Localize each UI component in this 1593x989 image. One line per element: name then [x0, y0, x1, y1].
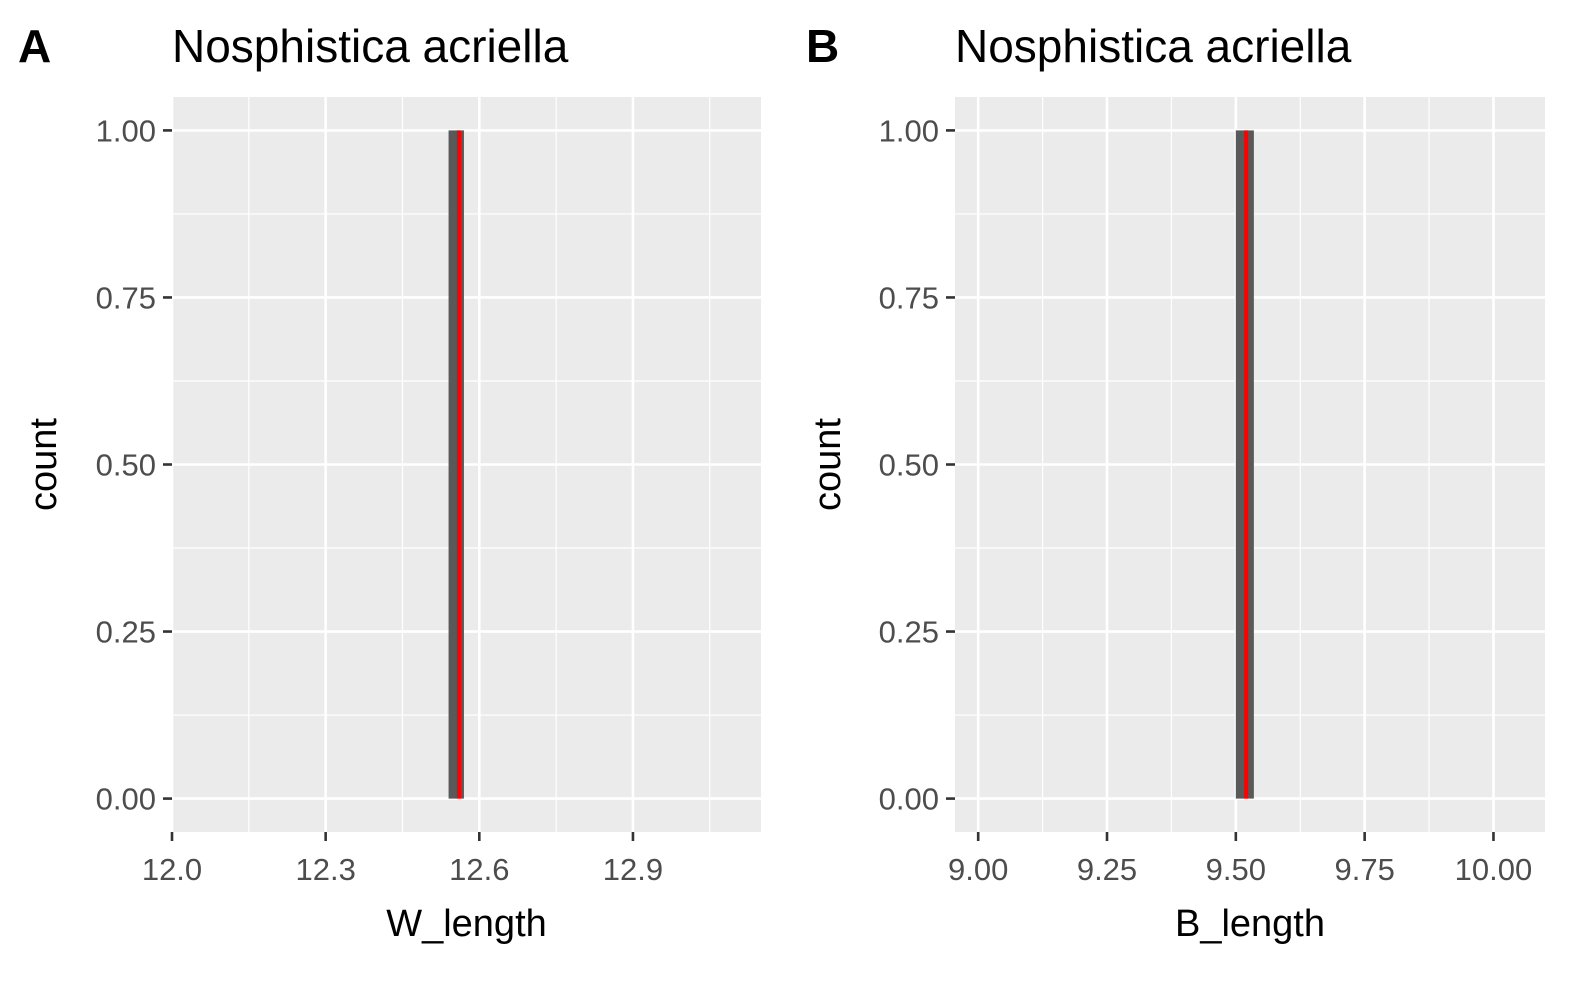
x-tick-label: 9.00 — [948, 852, 1008, 887]
x-axis-title: B_length — [1175, 903, 1325, 945]
y-tick-label: 0.00 — [879, 782, 939, 817]
x-tick-label: 12.6 — [449, 852, 509, 887]
x-tick-label: 12.9 — [603, 852, 663, 887]
y-tick-label: 0.00 — [96, 782, 156, 817]
y-tick-label: 0.75 — [879, 280, 939, 315]
x-tick-label: 9.75 — [1334, 852, 1394, 887]
y-axis-title: count — [23, 418, 65, 511]
panel-letter: A — [18, 20, 51, 72]
y-tick-label: 0.25 — [96, 615, 156, 650]
y-tick-label: 1.00 — [879, 113, 939, 148]
x-tick-label: 9.50 — [1206, 852, 1266, 887]
y-tick-label: 0.25 — [879, 615, 939, 650]
x-tick-label: 12.3 — [295, 852, 355, 887]
y-tick-label: 0.50 — [879, 448, 939, 483]
y-tick-label: 0.75 — [96, 280, 156, 315]
y-tick-label: 0.50 — [96, 448, 156, 483]
y-axis-title: count — [807, 418, 849, 511]
chart-title: Nosphistica acriella — [172, 20, 569, 72]
histogram-bar — [448, 130, 464, 799]
chart-title: Nosphistica acriella — [955, 20, 1352, 72]
x-tick-label: 10.00 — [1455, 852, 1533, 887]
y-tick-label: 1.00 — [96, 113, 156, 148]
x-tick-label: 9.25 — [1077, 852, 1137, 887]
panel-letter: B — [806, 20, 839, 72]
x-tick-label: 12.0 — [142, 852, 202, 887]
x-axis-title: W_length — [386, 903, 547, 945]
